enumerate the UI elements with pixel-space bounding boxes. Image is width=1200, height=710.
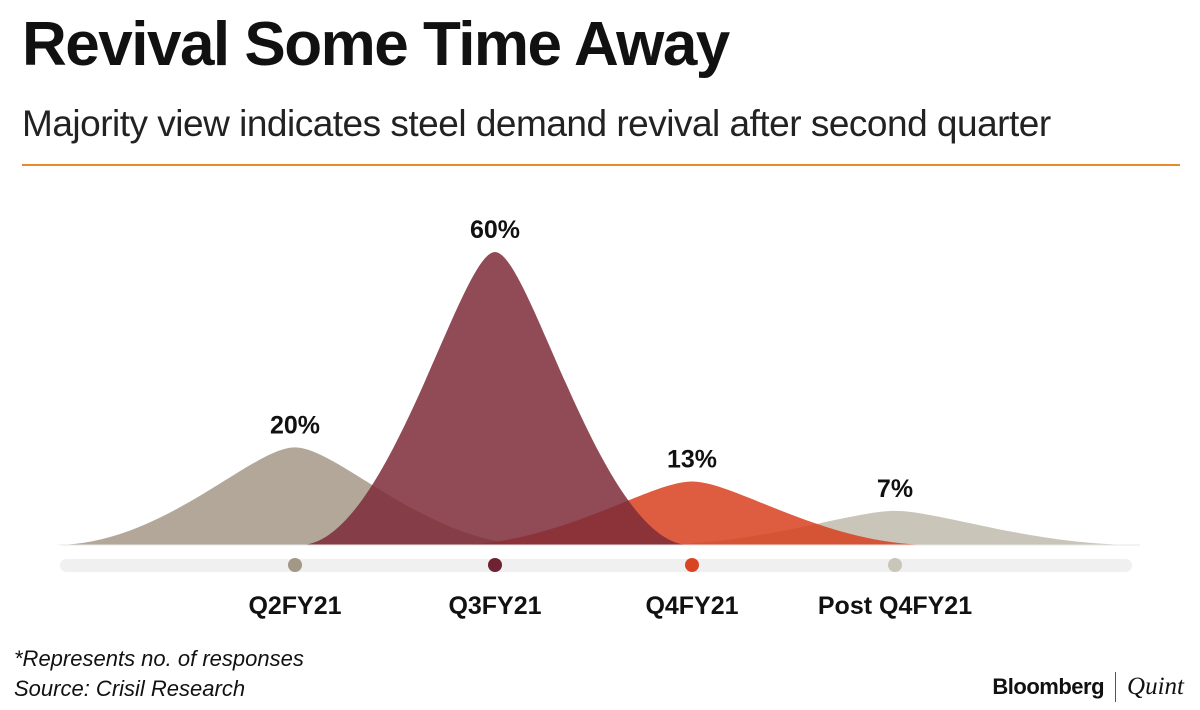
marker-q3fy21 [488,558,502,572]
footnote: *Represents no. of responses Source: Cri… [14,644,304,703]
title-divider [22,164,1180,166]
marker-post-q4fy21 [888,558,902,572]
area-q3fy21 [300,252,690,545]
brand-bloomberg: Bloomberg [992,674,1105,699]
value-label-q4fy21: 13% [667,446,717,474]
brand-separator [1115,672,1117,702]
marker-q2fy21 [288,558,302,572]
value-labels: 20% 60% 13% 7% [270,216,913,503]
value-label-post-q4fy21: 7% [877,475,913,503]
axis-track [60,559,1132,572]
brand-quint: Quint [1127,673,1184,700]
brand-logo: Bloomberg Quint [992,672,1184,702]
category-label-q2fy21: Q2FY21 [248,592,341,620]
category-label-post-q4fy21: Post Q4FY21 [818,592,972,620]
axis-markers [288,558,902,572]
page-title: Revival Some Time Away [22,10,730,79]
value-label-q3fy21: 60% [470,216,520,244]
chart-areas [55,252,1140,545]
responses-note: *Represents no. of responses [14,646,304,671]
source-note: Source: Crisil Research [14,675,246,701]
marker-q4fy21 [685,558,699,572]
category-labels: Q2FY21 Q3FY21 Q4FY21 Post Q4FY21 [248,592,972,620]
category-label-q4fy21: Q4FY21 [645,592,738,620]
value-label-q2fy21: 20% [270,411,320,439]
page-subtitle: Majority view indicates steel demand rev… [22,103,1051,144]
category-label-q3fy21: Q3FY21 [448,592,541,620]
